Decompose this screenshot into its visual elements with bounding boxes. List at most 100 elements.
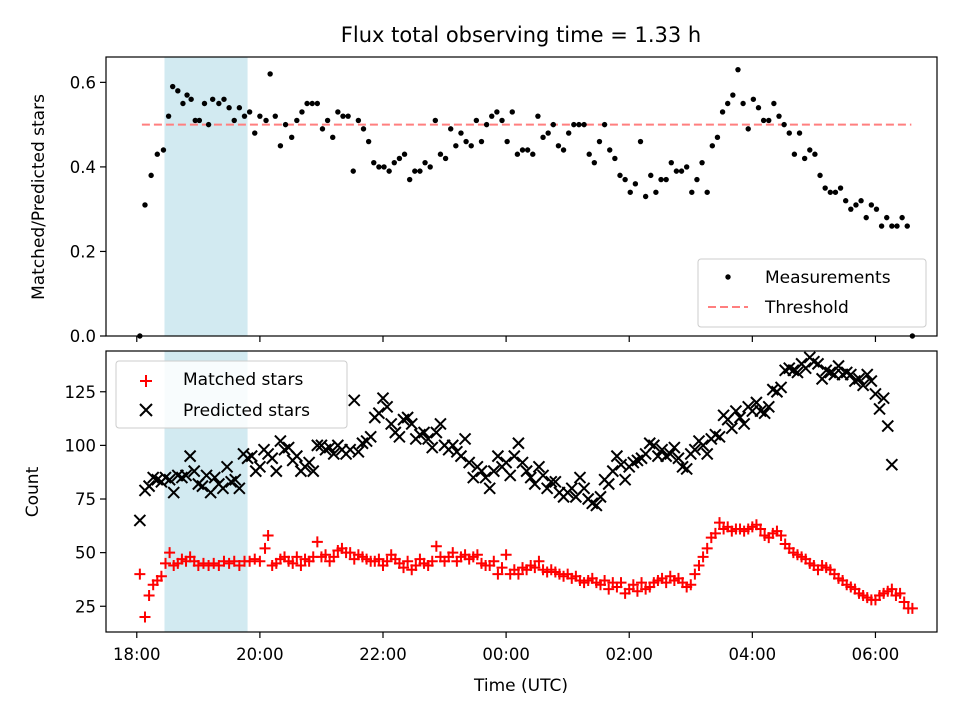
measurement-point — [494, 109, 500, 115]
matched-star-point — [906, 602, 918, 614]
measurement-point — [294, 117, 300, 124]
matched-star-point — [627, 579, 639, 591]
bottom-legend: Matched stars Predicted stars — [115, 360, 348, 429]
measurement-point — [142, 202, 148, 208]
measurement-point — [169, 83, 176, 90]
predicted-star-point — [348, 394, 361, 407]
predicted-star-point — [668, 441, 681, 454]
predicted-star-point — [631, 454, 644, 467]
matched-star-point — [488, 555, 500, 567]
measurement-point — [221, 96, 227, 102]
measurement-point — [786, 130, 792, 136]
predicted-star-point — [729, 404, 743, 418]
predicted-star-point — [758, 406, 771, 420]
measurement-point — [560, 147, 567, 153]
predicted-star-point — [352, 445, 365, 459]
measurement-point — [360, 126, 367, 132]
predicted-stars-points — [133, 351, 899, 527]
matched-star-point — [143, 590, 155, 602]
measurement-point — [581, 121, 587, 128]
predicted-star-point — [766, 383, 780, 396]
predicted-star-point — [877, 391, 890, 405]
measurement-point — [571, 121, 577, 128]
matched-star-point — [287, 557, 299, 569]
matched-star-point — [295, 560, 307, 572]
measurement-point — [226, 105, 232, 111]
matched-star-point — [218, 555, 230, 567]
matched-star-point — [254, 555, 266, 567]
matched-star-point — [755, 523, 767, 535]
predicted-star-point — [393, 430, 406, 444]
predicted-star-point — [733, 411, 747, 424]
measurement-point — [340, 113, 346, 119]
measurement-point — [791, 151, 798, 157]
measurement-point — [853, 202, 859, 208]
measurement-point — [473, 117, 480, 124]
matched-star-point — [398, 562, 410, 574]
matched-star-point — [529, 562, 541, 574]
measurement-point — [180, 100, 186, 107]
predicted-star-point — [594, 490, 607, 504]
measurement-point — [755, 105, 762, 111]
top-y-tick-label: 0.0 — [70, 327, 96, 346]
predicted-star-point — [462, 456, 476, 469]
legend-matched-marker — [140, 375, 152, 387]
measurement-point — [458, 130, 464, 136]
measurement-point — [832, 189, 839, 195]
predicted-star-point — [832, 359, 845, 373]
measurement-point — [205, 121, 212, 128]
measurement-point — [637, 138, 644, 145]
measurement-point — [309, 100, 315, 107]
predicted-star-point — [774, 381, 788, 394]
measurement-points — [137, 66, 916, 339]
predicted-star-point — [311, 439, 324, 452]
predicted-star-point — [861, 368, 874, 381]
measurement-point — [376, 164, 382, 170]
measurement-point — [617, 172, 623, 179]
predicted-star-point — [672, 452, 685, 465]
predicted-star-point — [372, 406, 386, 420]
predicted-star-point — [188, 464, 201, 478]
measurement-point — [371, 159, 377, 166]
measurement-point — [277, 143, 284, 149]
measurement-point — [550, 121, 557, 128]
measurement-point — [216, 100, 222, 107]
measurement-point — [627, 189, 633, 195]
measurement-point — [863, 214, 869, 221]
matched-star-point — [693, 560, 705, 572]
matched-star-point — [631, 585, 643, 597]
measurement-point — [417, 168, 423, 174]
measurement-point — [632, 181, 639, 187]
predicted-star-point — [401, 411, 414, 424]
matched-star-point — [496, 562, 508, 574]
measurement-point — [396, 155, 403, 162]
measurement-point — [448, 126, 454, 132]
measurement-point — [175, 88, 181, 94]
measurement-point — [642, 193, 649, 200]
legend-measurements-marker — [725, 274, 731, 280]
measurement-point — [678, 168, 685, 174]
measurement-point — [658, 176, 664, 183]
matched-star-point — [447, 547, 459, 559]
predicted-star-point — [499, 456, 513, 469]
predicted-star-point — [602, 477, 615, 491]
predicted-star-point — [430, 426, 443, 439]
predicted-star-point — [709, 428, 722, 441]
predicted-star-point — [549, 475, 562, 489]
bottom-y-tick-label: 100 — [65, 436, 97, 455]
measurement-point — [612, 155, 618, 162]
predicted-star-point — [586, 497, 599, 510]
predicted-star-point — [163, 473, 176, 486]
measurement-point — [335, 109, 341, 115]
matched-star-point — [660, 577, 672, 589]
predicted-star-point — [265, 452, 279, 465]
matched-star-point — [311, 536, 323, 548]
measurement-point — [263, 117, 269, 124]
measurement-point — [596, 138, 603, 145]
bottom-y-axis-label: Count — [23, 466, 43, 517]
matched-star-point — [886, 583, 898, 595]
predicted-star-point — [421, 432, 435, 446]
measurement-point — [668, 159, 674, 166]
predicted-star-point — [873, 402, 886, 416]
measurement-point — [663, 176, 669, 183]
